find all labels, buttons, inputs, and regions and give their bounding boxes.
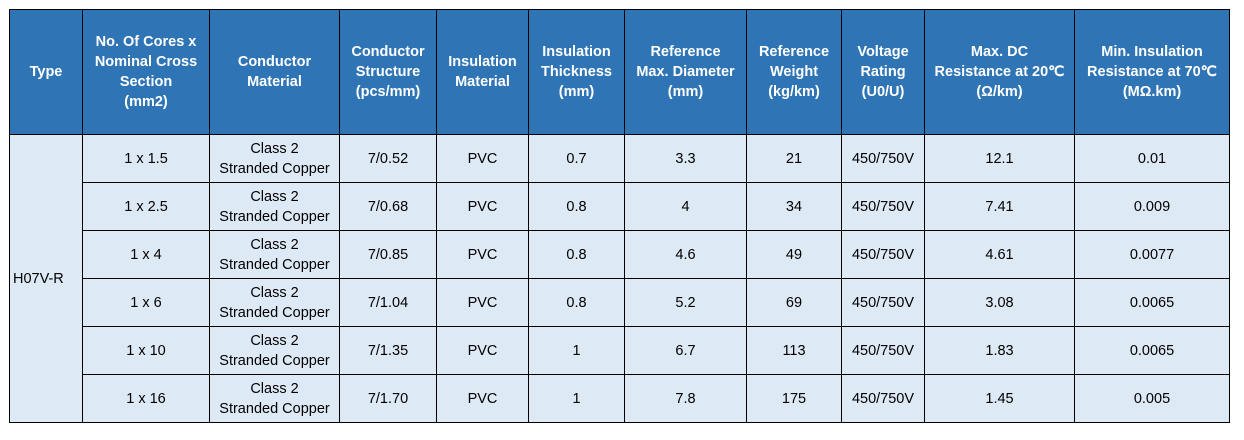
type-cell: H07V-R	[9, 134, 83, 423]
insulation-resistance-cell: 0.0077	[1074, 230, 1230, 279]
weight-cell: 49	[746, 230, 842, 279]
header-row: Type No. Of Cores x Nominal Cross Sectio…	[9, 9, 1230, 135]
structure-cell: 7/0.85	[339, 230, 437, 279]
voltage-cell: 450/750V	[841, 182, 925, 231]
dc-resistance-cell: 12.1	[924, 134, 1075, 183]
insulation-resistance-cell: 0.01	[1074, 134, 1230, 183]
conductor-material-cell: Class 2 Stranded Copper	[209, 134, 340, 183]
header-insulation-thickness: Insulation Thickness (mm)	[528, 9, 625, 135]
header-conductor-material: Conductor Material	[209, 9, 340, 135]
table-row: 1 x 6 Class 2 Stranded Copper 7/1.04 PVC …	[10, 278, 1230, 327]
conductor-material-cell: Class 2 Stranded Copper	[209, 182, 340, 231]
header-conductor-structure: Conductor Structure (pcs/mm)	[339, 9, 437, 135]
cores-cell: 1 x 1.5	[82, 134, 210, 183]
weight-cell: 175	[746, 374, 842, 423]
insulation-cell: PVC	[436, 182, 529, 231]
conductor-material-cell: Class 2 Stranded Copper	[209, 278, 340, 327]
header-voltage-rating: Voltage Rating (U0/U)	[841, 9, 925, 135]
insulation-cell: PVC	[436, 374, 529, 423]
structure-cell: 7/0.52	[339, 134, 437, 183]
weight-cell: 34	[746, 182, 842, 231]
insulation-resistance-cell: 0.005	[1074, 374, 1230, 423]
dc-resistance-cell: 1.83	[924, 326, 1075, 375]
thickness-cell: 0.7	[528, 134, 625, 183]
insulation-resistance-cell: 0.0065	[1074, 278, 1230, 327]
diameter-cell: 3.3	[624, 134, 747, 183]
voltage-cell: 450/750V	[841, 326, 925, 375]
diameter-cell: 5.2	[624, 278, 747, 327]
structure-cell: 7/0.68	[339, 182, 437, 231]
thickness-cell: 1	[528, 326, 625, 375]
voltage-cell: 450/750V	[841, 230, 925, 279]
thickness-cell: 0.8	[528, 230, 625, 279]
table-row: 1 x 10 Class 2 Stranded Copper 7/1.35 PVC…	[10, 326, 1230, 375]
weight-cell: 21	[746, 134, 842, 183]
thickness-cell: 0.8	[528, 182, 625, 231]
table-row: H07V-R 1 x 1.5 Class 2 Stranded Copper 7/…	[9, 134, 1230, 423]
table-row: 1 x 16 Class 2 Stranded Copper 7/1.70 PVC…	[10, 374, 1230, 423]
cores-cell: 1 x 4	[82, 230, 210, 279]
dc-resistance-cell: 7.41	[924, 182, 1075, 231]
cores-cell: 1 x 2.5	[82, 182, 210, 231]
dc-resistance-cell: 3.08	[924, 278, 1075, 327]
diameter-cell: 4.6	[624, 230, 747, 279]
insulation-cell: PVC	[436, 278, 529, 327]
structure-cell: 7/1.35	[339, 326, 437, 375]
table-row: 1 x 2.5 Class 2 Stranded Copper 7/0.68 PV…	[10, 182, 1230, 231]
insulation-cell: PVC	[436, 134, 529, 183]
header-max-diameter: Reference Max. Diameter (mm)	[624, 9, 747, 135]
header-dc-resistance: Max. DC Resistance at 20℃ (Ω/km)	[924, 9, 1075, 135]
insulation-resistance-cell: 0.009	[1074, 182, 1230, 231]
cores-cell: 1 x 6	[82, 278, 210, 327]
thickness-cell: 0.8	[528, 278, 625, 327]
conductor-material-cell: Class 2 Stranded Copper	[209, 326, 340, 375]
cores-cell: 1 x 10	[82, 326, 210, 375]
voltage-cell: 450/750V	[841, 134, 925, 183]
structure-cell: 7/1.04	[339, 278, 437, 327]
conductor-material-cell: Class 2 Stranded Copper	[209, 230, 340, 279]
dc-resistance-cell: 4.61	[924, 230, 1075, 279]
cores-cell: 1 x 16	[82, 374, 210, 423]
header-insulation-resistance: Min. Insulation Resistance at 70℃ (MΩ.km…	[1074, 9, 1230, 135]
structure-cell: 7/1.70	[339, 374, 437, 423]
thickness-cell: 1	[528, 374, 625, 423]
voltage-cell: 450/750V	[841, 374, 925, 423]
insulation-resistance-cell: 0.0065	[1074, 326, 1230, 375]
dc-resistance-cell: 1.45	[924, 374, 1075, 423]
diameter-cell: 6.7	[624, 326, 747, 375]
insulation-cell: PVC	[436, 326, 529, 375]
header-weight: Reference Weight (kg/km)	[746, 9, 842, 135]
diameter-cell: 7.8	[624, 374, 747, 423]
cable-spec-table: Type No. Of Cores x Nominal Cross Sectio…	[9, 9, 1230, 423]
header-cores-section: No. Of Cores x Nominal Cross Section (mm…	[82, 9, 210, 135]
weight-cell: 113	[746, 326, 842, 375]
table-row: 1 x 4 Class 2 Stranded Copper 7/0.85 PVC …	[10, 230, 1230, 279]
header-type: Type	[9, 9, 83, 135]
header-insulation-material: Insulation Material	[436, 9, 529, 135]
weight-cell: 69	[746, 278, 842, 327]
insulation-cell: PVC	[436, 230, 529, 279]
voltage-cell: 450/750V	[841, 278, 925, 327]
diameter-cell: 4	[624, 182, 747, 231]
conductor-material-cell: Class 2 Stranded Copper	[209, 374, 340, 423]
